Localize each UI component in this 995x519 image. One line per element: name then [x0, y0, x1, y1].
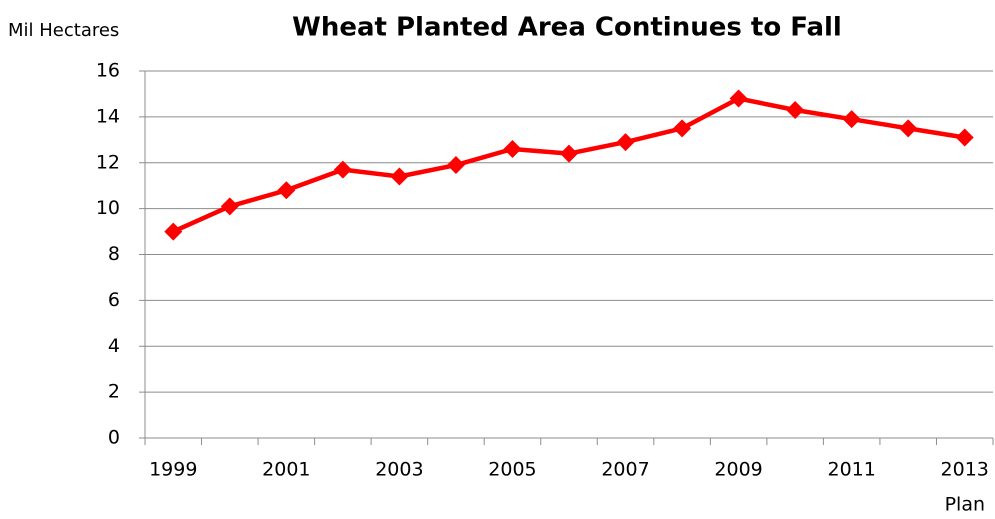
y-tick-label: 8	[108, 243, 120, 265]
x-tick-label: 2001	[262, 459, 310, 481]
marker	[277, 181, 296, 200]
y-tick-label: 0	[108, 427, 120, 449]
x-tick-label: 2007	[601, 459, 649, 481]
marker	[390, 167, 409, 186]
marker	[955, 128, 974, 147]
y-tick-label: 16	[96, 60, 120, 82]
marker	[673, 119, 692, 138]
chart-title: Wheat Planted Area Continues to Fall	[292, 13, 842, 43]
marker	[560, 144, 578, 163]
marker	[899, 119, 918, 138]
marker	[446, 156, 465, 175]
marker	[164, 222, 183, 241]
y-tick-label: 10	[96, 197, 120, 219]
y-axis-label: Mil Hectares	[8, 20, 119, 41]
y-tick-label: 14	[96, 105, 120, 127]
marker	[786, 100, 805, 119]
y-tick-label: 12	[96, 151, 120, 173]
x-tick-label: 2005	[488, 459, 536, 481]
y-tick-label: 2	[108, 381, 120, 403]
y-tick-label: 6	[108, 289, 120, 311]
marker	[333, 160, 352, 179]
x-tick-label: 2011	[827, 459, 875, 481]
x-tick-label: 2003	[375, 459, 423, 481]
marker	[842, 110, 861, 129]
x-tick-label: 2013	[941, 459, 989, 481]
marker	[729, 89, 748, 108]
marker	[220, 197, 239, 216]
y-tick-label: 4	[108, 335, 120, 357]
marker	[616, 133, 635, 152]
marker	[503, 139, 522, 158]
annotation: Plan	[945, 494, 985, 516]
x-tick-label: 2009	[714, 459, 762, 481]
x-tick-label: 1999	[149, 459, 197, 481]
